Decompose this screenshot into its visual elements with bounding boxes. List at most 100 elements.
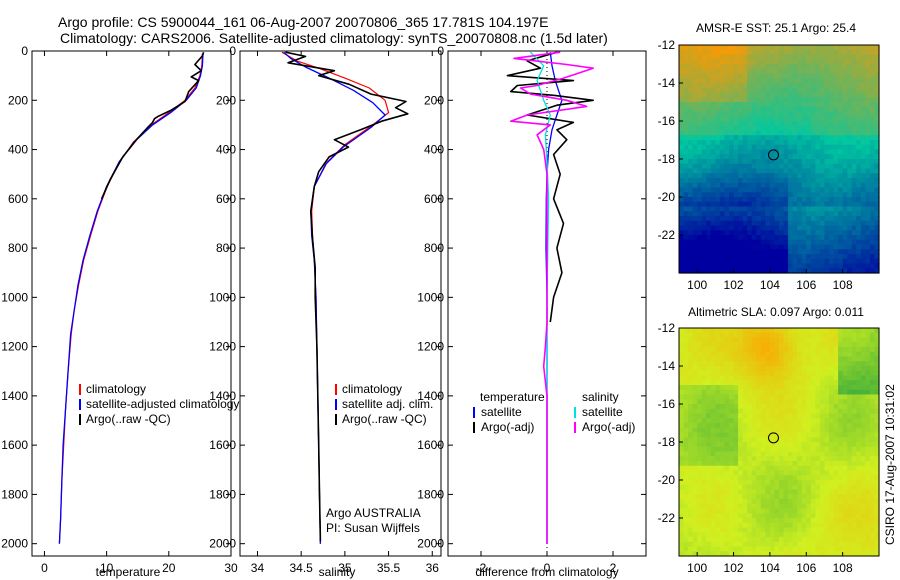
heatmap-cell — [747, 332, 753, 339]
heatmap-cell — [792, 347, 798, 353]
heatmap-cell — [829, 537, 835, 543]
heatmap-cell — [869, 527, 876, 533]
heatmap-cell — [715, 187, 721, 193]
heatmap-cell — [815, 220, 821, 227]
heatmap-cell — [865, 413, 871, 419]
heatmap-cell — [765, 375, 771, 381]
heatmap-cell — [815, 394, 821, 400]
heatmap-cell — [869, 92, 876, 98]
heatmap-cell — [683, 437, 689, 443]
heatmap-cell — [742, 187, 748, 193]
heatmap-cell — [806, 140, 812, 146]
heatmap-cell — [729, 73, 735, 79]
heatmap-cell — [688, 235, 694, 241]
heatmap-cell — [715, 102, 721, 108]
heatmap-cell — [715, 111, 721, 117]
heatmap-cell — [842, 527, 848, 533]
heatmap-cell — [701, 356, 707, 362]
x-tick-label: 35.5 — [377, 561, 401, 575]
heatmap-cell — [683, 470, 689, 476]
heatmap-cell — [692, 87, 698, 94]
heatmap-cell — [819, 211, 826, 217]
heatmap-cell — [851, 527, 857, 533]
heatmap-cell — [774, 328, 780, 334]
heatmap-cell — [760, 159, 766, 165]
heatmap-cell — [792, 244, 798, 250]
heatmap-cell — [838, 54, 844, 60]
heatmap-cell — [706, 423, 712, 429]
heatmap-cell — [833, 168, 839, 174]
heatmap-cell — [738, 499, 744, 505]
heatmap-cell — [738, 135, 744, 141]
heatmap-cell — [874, 342, 880, 348]
heatmap-cell — [847, 111, 853, 117]
heatmap-cell — [724, 144, 730, 151]
heatmap-cell — [747, 480, 753, 486]
heatmap-cell — [797, 532, 803, 538]
heatmap-cell — [724, 427, 730, 434]
x-tick-label: 106 — [796, 278, 816, 292]
heatmap-cell — [801, 522, 807, 529]
heatmap-cell — [824, 361, 830, 367]
heatmap-cell — [815, 54, 821, 60]
heatmap-cell — [706, 342, 712, 348]
heatmap-cell — [706, 551, 712, 557]
heatmap-cell — [756, 197, 762, 203]
heatmap-cell — [710, 130, 716, 136]
heatmap-cell — [679, 225, 685, 231]
heatmap-cell — [801, 461, 807, 467]
heatmap-cell — [838, 423, 844, 429]
heatmap-cell — [833, 537, 839, 543]
heatmap-cell — [865, 216, 871, 222]
heatmap-cell — [774, 427, 780, 434]
heatmap-cell — [847, 551, 853, 557]
heatmap-cell — [869, 225, 876, 231]
heatmap-cell — [701, 489, 707, 495]
heatmap-cell — [729, 537, 735, 543]
heatmap-cell — [774, 258, 780, 265]
heatmap-cell — [747, 423, 753, 429]
heatmap-cell — [706, 268, 712, 274]
heatmap-cell — [801, 342, 807, 348]
heatmap-cell — [792, 54, 798, 60]
heatmap-cell — [747, 532, 753, 538]
heatmap-cell — [774, 225, 780, 231]
heatmap-cell — [692, 465, 698, 472]
heatmap-cell — [683, 456, 689, 462]
heatmap-cell — [874, 59, 880, 65]
heatmap-cell — [738, 366, 744, 372]
heatmap-cell — [756, 49, 762, 56]
heatmap-cell — [679, 92, 685, 98]
heatmap-cell — [792, 380, 798, 386]
heatmap-cell — [842, 45, 848, 51]
y-tick-label: 600 — [8, 192, 28, 206]
heatmap-cell — [769, 380, 776, 386]
heatmap-cell — [679, 470, 685, 476]
heatmap-cell — [729, 135, 735, 141]
heatmap-cell — [779, 513, 785, 519]
heatmap-cell — [692, 125, 698, 132]
heatmap-cell — [833, 408, 839, 415]
heatmap-cell — [719, 442, 726, 448]
heatmap-cell — [760, 480, 766, 486]
heatmap-cell — [783, 546, 789, 552]
heatmap-cell — [824, 484, 830, 491]
heatmap-cell — [797, 216, 803, 222]
heatmap-cell — [738, 361, 744, 367]
heatmap-cell — [774, 244, 780, 250]
heatmap-cell — [738, 197, 744, 203]
heatmap-cell — [797, 54, 803, 60]
heatmap-cell — [806, 254, 812, 260]
heatmap-cell — [688, 470, 694, 476]
heatmap-cell — [833, 73, 839, 79]
heatmap-cell — [774, 249, 780, 255]
heatmap-cell — [688, 211, 694, 217]
heatmap-cell — [801, 489, 807, 495]
heatmap-cell — [869, 532, 876, 538]
heatmap-cell — [788, 375, 794, 381]
heatmap-cell — [683, 385, 689, 391]
heatmap-cell — [683, 442, 689, 448]
heatmap-cell — [860, 456, 866, 462]
heatmap-cell — [847, 389, 853, 396]
